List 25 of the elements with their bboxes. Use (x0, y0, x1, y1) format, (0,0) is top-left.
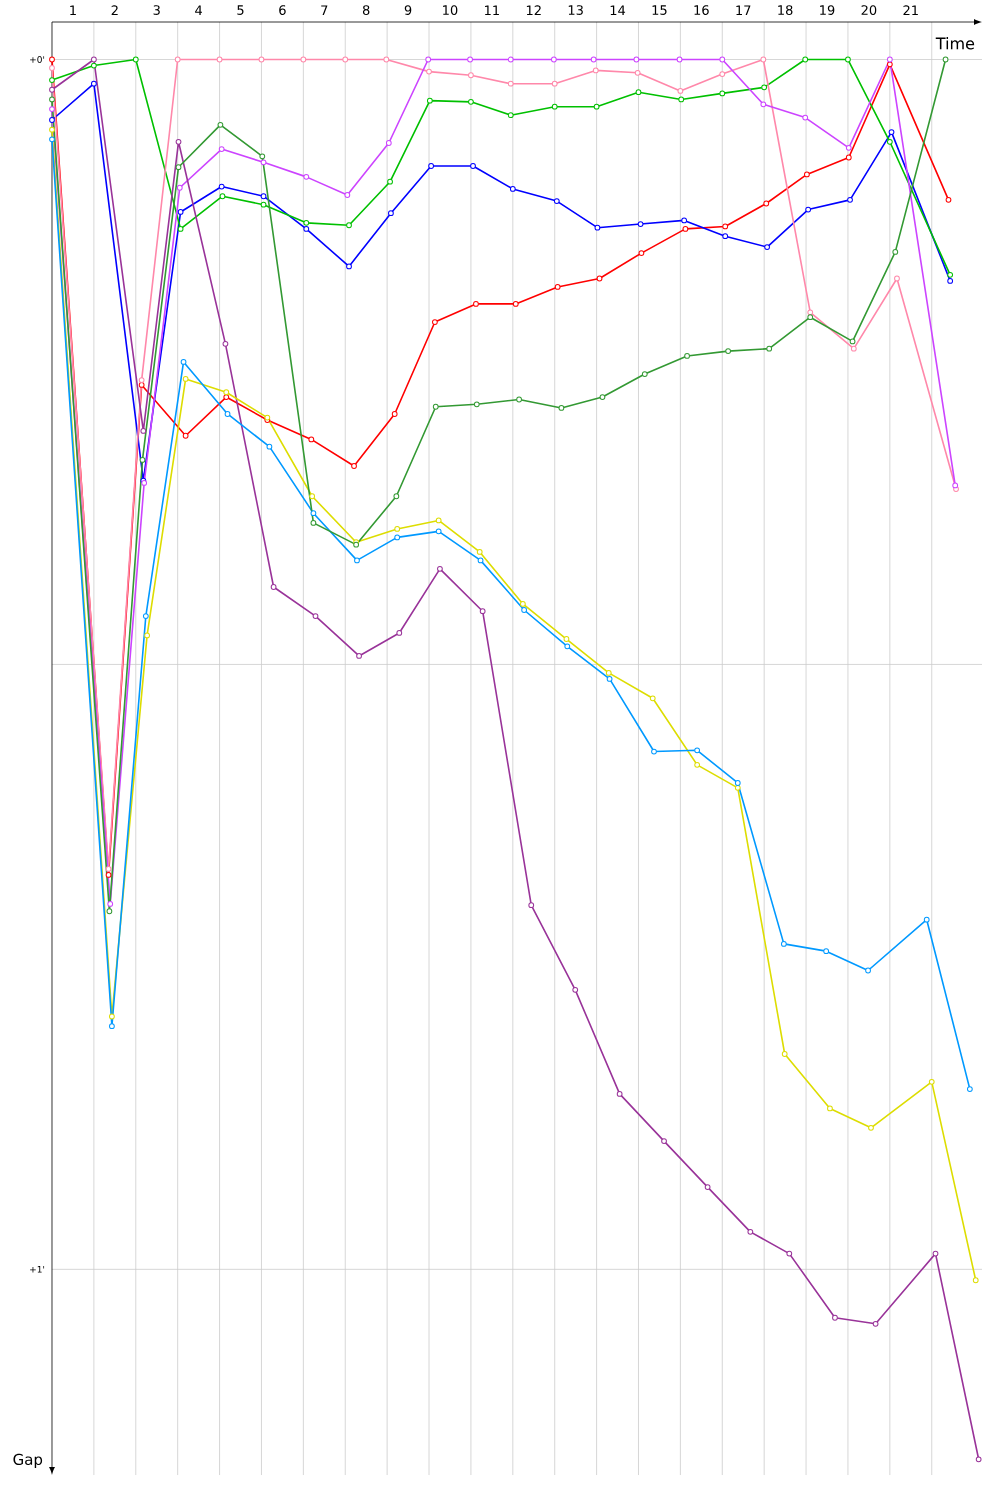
x-tick-label: 1 (70, 5, 76, 15)
x-tick-label: 5 (237, 5, 244, 15)
x-tick-label: 4 (195, 5, 203, 15)
x-tick-label: 14 (610, 5, 626, 15)
x-tick-label: 3 (153, 5, 160, 15)
y-axis-title: Gap (13, 1453, 43, 1468)
x-tick-label: 11 (485, 5, 499, 15)
x-tick-label: 6 (279, 5, 286, 15)
x-axis-title: Time (935, 37, 975, 50)
y-tick-label: +0' (30, 56, 45, 63)
x-tick-label: 20 (861, 5, 877, 15)
x-tick-label: 12 (526, 5, 541, 15)
x-tick-label: 19 (820, 5, 835, 15)
y-tick-label: +1' (30, 1266, 45, 1273)
x-tick-label: 7 (321, 5, 328, 15)
x-tick-label: 8 (362, 5, 370, 15)
x-tick-label: 18 (778, 5, 793, 15)
x-tick-label: 16 (694, 5, 709, 15)
x-tick-label: 13 (568, 5, 583, 15)
x-tick-label: 17 (736, 5, 751, 15)
x-tick-label: 21 (903, 5, 918, 15)
x-tick-label: 15 (652, 5, 667, 15)
x-tick-label: 9 (404, 5, 412, 15)
x-tick-label: 10 (443, 5, 458, 15)
x-tick-label: 2 (111, 5, 118, 15)
